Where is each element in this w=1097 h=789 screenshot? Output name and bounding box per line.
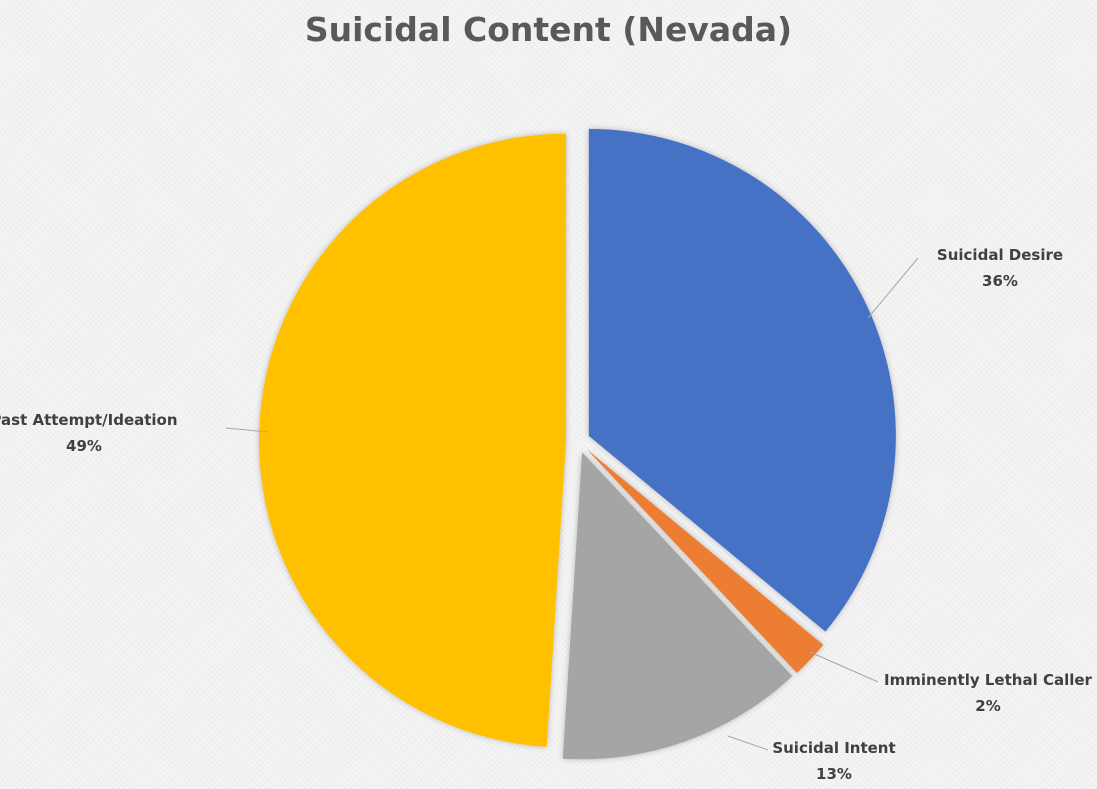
data-label-percent: 49% (66, 437, 102, 455)
pie-slice-past-attempt-ideation (259, 133, 567, 748)
chart-title: Suicidal Content (Nevada) (304, 10, 793, 49)
pie-slice-suicidal-desire (588, 128, 896, 632)
pie-slice-imminently-lethal-caller (586, 449, 824, 674)
leader-line-imminently-lethal-caller (809, 651, 879, 683)
data-label-name: Suicidal Desire (937, 246, 1063, 264)
leader-line-past-attempt-ideation (225, 427, 269, 433)
data-label-suicidal-desire: Suicidal Desire 36% (937, 246, 1063, 290)
data-label-name: Imminently Lethal Caller (884, 671, 1092, 689)
data-label-suicidal-intent: Suicidal Intent 13% (772, 739, 895, 783)
pie-slice-suicidal-intent (562, 452, 793, 760)
data-label-name: Suicidal Intent (772, 739, 895, 757)
data-label-percent: 13% (816, 765, 852, 783)
data-label-name: Past Attempt/Ideation (0, 411, 178, 429)
leader-line-suicidal-desire (867, 257, 919, 319)
data-label-imminently-lethal-caller: Imminently Lethal Caller 2% (884, 671, 1092, 715)
leader-line-suicidal-intent (727, 735, 769, 751)
data-label-percent: 36% (982, 272, 1018, 290)
data-label-past-attempt-ideation: Past Attempt/Ideation 49% (0, 411, 178, 455)
data-label-percent: 2% (975, 697, 1000, 715)
